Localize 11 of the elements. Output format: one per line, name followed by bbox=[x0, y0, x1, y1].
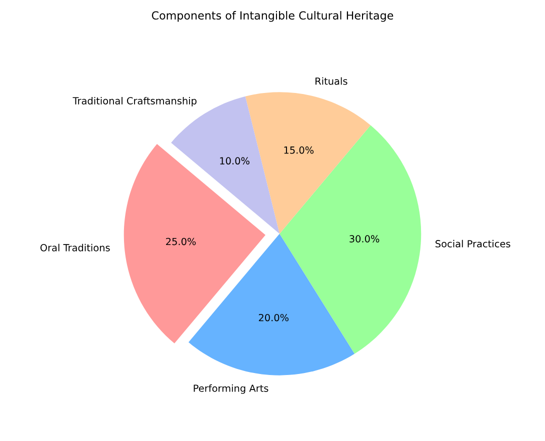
data-label: 25.0% bbox=[166, 238, 196, 246]
slice-label: Oral Traditions bbox=[40, 244, 110, 252]
data-label: 10.0% bbox=[220, 157, 250, 165]
slice-label: Traditional Craftsmanship bbox=[72, 96, 196, 106]
chart-title: Components of Intangible Cultural Heritage bbox=[152, 11, 394, 22]
slice-label: Performing Arts bbox=[194, 384, 268, 394]
data-label: 20.0% bbox=[258, 314, 289, 322]
slice-label: Rituals bbox=[316, 77, 348, 85]
slice-label: Social Practices bbox=[436, 240, 510, 248]
data-label: 30.0% bbox=[350, 235, 380, 242]
data-label: 15.0% bbox=[284, 146, 314, 154]
